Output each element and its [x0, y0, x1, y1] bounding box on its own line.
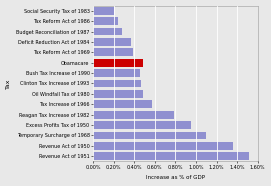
Bar	[93, 7, 114, 15]
Bar	[93, 142, 233, 150]
Bar	[93, 48, 133, 56]
Bar	[93, 28, 122, 35]
Bar	[93, 152, 250, 160]
Bar	[93, 100, 152, 108]
Bar	[93, 90, 144, 98]
X-axis label: Increase as % of GDP: Increase as % of GDP	[146, 175, 205, 180]
Bar	[93, 132, 206, 139]
Bar	[93, 17, 118, 25]
Bar	[93, 111, 174, 118]
Y-axis label: Tax: Tax	[6, 78, 11, 89]
Bar	[93, 121, 191, 129]
Bar	[93, 80, 141, 87]
Bar	[93, 38, 131, 46]
Bar	[93, 59, 144, 67]
Bar	[93, 69, 140, 77]
